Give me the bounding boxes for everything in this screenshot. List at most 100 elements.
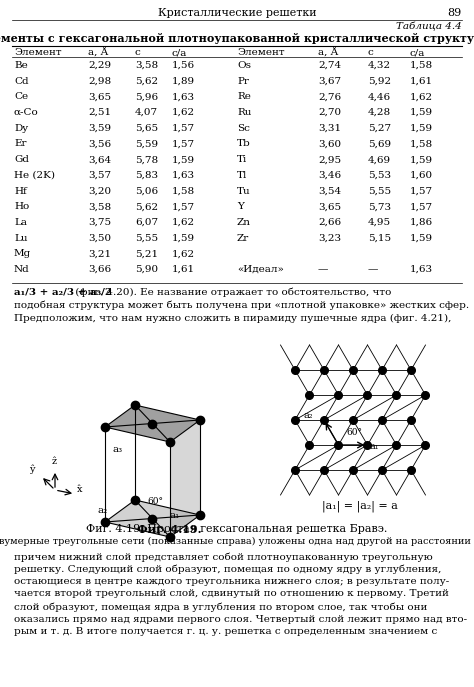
Text: 5,55: 5,55 [368,187,391,196]
Text: ŷ: ŷ [29,464,35,474]
Text: 5,62: 5,62 [135,202,158,212]
Text: остающиеся в центре каждого треугольника нижнего слоя; в результате полу-: остающиеся в центре каждого треугольника… [14,577,449,586]
Text: 3,75: 3,75 [88,218,111,227]
Text: 3,65: 3,65 [88,92,111,102]
Text: 3,59: 3,59 [88,124,111,133]
Text: 3,54: 3,54 [318,187,341,196]
Text: c: c [135,48,141,57]
Text: α-Co: α-Co [14,108,39,117]
Text: a, Å: a, Å [88,48,108,58]
Text: 3,66: 3,66 [88,265,111,274]
Text: 1,62: 1,62 [172,218,195,227]
Text: 1,58: 1,58 [410,139,433,148]
Text: Предположим, что нам нужно сложить в пирамиду пушечные ядра (фиг. 4.21),: Предположим, что нам нужно сложить в пир… [14,314,451,323]
Text: 5,53: 5,53 [368,171,391,180]
Text: a₁/3 + a₂/3 + a₃/2: a₁/3 + a₂/3 + a₃/2 [14,288,112,297]
Text: Os: Os [237,61,251,70]
Text: Ru: Ru [237,108,251,117]
Text: 1,89: 1,89 [172,77,195,86]
Text: 1,61: 1,61 [172,265,195,274]
Text: слой образуют, помещая ядра в углубления по втором слое, так чтобы они: слой образуют, помещая ядра в углубления… [14,602,428,611]
Text: 1,63: 1,63 [172,92,195,102]
Text: 2,76: 2,76 [318,92,341,102]
Text: 5,59: 5,59 [135,139,158,148]
Text: Фиг. 4.19.: Фиг. 4.19. [137,524,201,535]
Text: 3,65: 3,65 [318,202,341,212]
Text: 1,59: 1,59 [410,124,433,133]
Text: 5,78: 5,78 [135,155,158,164]
Text: причем нижний слой представляет собой плотноупакованную треугольную: причем нижний слой представляет собой пл… [14,552,433,561]
Text: 5,27: 5,27 [368,124,391,133]
Text: 1,60: 1,60 [410,171,433,180]
Text: 2,51: 2,51 [88,108,111,117]
Text: a₃: a₃ [113,445,123,455]
Text: 5,15: 5,15 [368,234,391,243]
Text: 1,57: 1,57 [172,139,195,148]
Text: Элемент: Элемент [237,48,284,57]
Text: 1,57: 1,57 [172,124,195,133]
Text: Be: Be [14,61,28,70]
Text: 1,59: 1,59 [410,155,433,164]
Text: a₁: a₁ [370,442,379,451]
Text: Tb: Tb [237,139,251,148]
Text: 5,92: 5,92 [368,77,391,86]
Text: 1,59: 1,59 [410,234,433,243]
Text: решетку. Следующий слой образуют, помещая по одному ядру в углубления,: решетку. Следующий слой образуют, помеща… [14,565,441,574]
Text: 3,58: 3,58 [135,61,158,70]
Text: 3,21: 3,21 [88,249,111,258]
Text: 4,28: 4,28 [368,108,391,117]
Text: x̂: x̂ [77,485,82,494]
Text: рым и т. д. В итоге получается г. ц. у. решетка с определенным значением c: рым и т. д. В итоге получается г. ц. у. … [14,627,437,636]
Text: оказались прямо над ядрами первого слоя. Четвертый слой лежит прямо над вто-: оказались прямо над ядрами первого слоя.… [14,614,467,624]
Text: 5,06: 5,06 [135,187,158,196]
Text: 1,62: 1,62 [172,108,195,117]
Text: 1,58: 1,58 [172,187,195,196]
Text: a₂: a₂ [98,506,108,515]
Text: La: La [14,218,27,227]
Text: 5,69: 5,69 [368,139,391,148]
Text: 2,95: 2,95 [318,155,341,164]
Text: Tl: Tl [237,171,247,180]
Text: 1,59: 1,59 [172,234,195,243]
Text: Gd: Gd [14,155,29,164]
Text: 60°: 60° [346,428,363,437]
Text: 3,31: 3,31 [318,124,341,133]
Text: 5,62: 5,62 [135,77,158,86]
Text: 1,62: 1,62 [172,249,195,258]
Text: 6,07: 6,07 [135,218,158,227]
Text: Элементы с гексагональной плотноупакованной кристаллической структурой: Элементы с гексагональной плотноупакован… [0,33,474,44]
Text: He (2K): He (2K) [14,171,55,180]
Text: |a₁| = |a₂| = a: |a₁| = |a₂| = a [322,501,398,513]
Text: 3,58: 3,58 [88,202,111,212]
Polygon shape [105,500,200,537]
Text: 1,59: 1,59 [172,155,195,164]
Text: Cd: Cd [14,77,28,86]
Text: Таблица 4.4: Таблица 4.4 [396,22,462,32]
Text: 5,21: 5,21 [135,249,158,258]
Text: —: — [318,265,328,274]
Text: (фиг. 4.20). Ее название отражает то обстоятельство, что: (фиг. 4.20). Ее название отражает то обс… [72,288,392,297]
Text: a₁: a₁ [170,510,180,519]
Text: 5,73: 5,73 [368,202,391,212]
Text: Двумерные треугольные сети (показанные справа) уложены одна над другой на рассто: Двумерные треугольные сети (показанные с… [0,537,474,546]
Text: Sc: Sc [237,124,250,133]
Text: 1,57: 1,57 [410,202,433,212]
Polygon shape [105,405,200,442]
Text: ẑ: ẑ [52,457,57,466]
Text: 5,83: 5,83 [135,171,158,180]
Text: 3,60: 3,60 [318,139,341,148]
Text: Ho: Ho [14,202,29,212]
Text: Er: Er [14,139,27,148]
Text: 1,86: 1,86 [410,218,433,227]
Text: c: c [368,48,374,57]
Text: чается второй треугольный слой, сдвинутый по отношению к первому. Третий: чается второй треугольный слой, сдвинуты… [14,589,449,598]
Text: Hf: Hf [14,187,27,196]
Text: 1,62: 1,62 [410,92,433,102]
Text: 3,67: 3,67 [318,77,341,86]
Text: 4,46: 4,46 [368,92,391,102]
Text: Элемент: Элемент [14,48,62,57]
Text: 4,95: 4,95 [368,218,391,227]
Text: a, Å: a, Å [318,48,338,58]
Text: 2,66: 2,66 [318,218,341,227]
Text: 5,65: 5,65 [135,124,158,133]
